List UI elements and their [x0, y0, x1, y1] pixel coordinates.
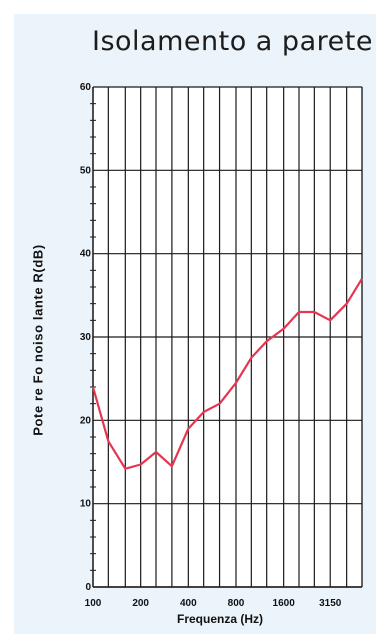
y-tick-label: 20 [80, 415, 92, 426]
x-tick-label: 400 [180, 598, 197, 609]
x-tick-label: 100 [85, 598, 102, 609]
y-tick-label: 50 [80, 165, 92, 176]
chart-title: Isolamento a parete [92, 26, 373, 57]
y-tick-label: 60 [80, 82, 92, 93]
x-axis-label: Frequenza (Hz) [176, 612, 264, 626]
x-tick-label: 200 [132, 598, 149, 609]
y-tick-label: 0 [85, 582, 91, 593]
x-tick-label: 800 [228, 598, 245, 609]
y-tick-label: 10 [80, 499, 92, 510]
x-tick-label: 1600 [273, 598, 296, 609]
data-series-line [91, 278, 363, 470]
y-tick-label: 30 [80, 332, 92, 343]
y-tick-label: 40 [80, 249, 92, 260]
x-tick-label: 3150 [319, 598, 342, 609]
